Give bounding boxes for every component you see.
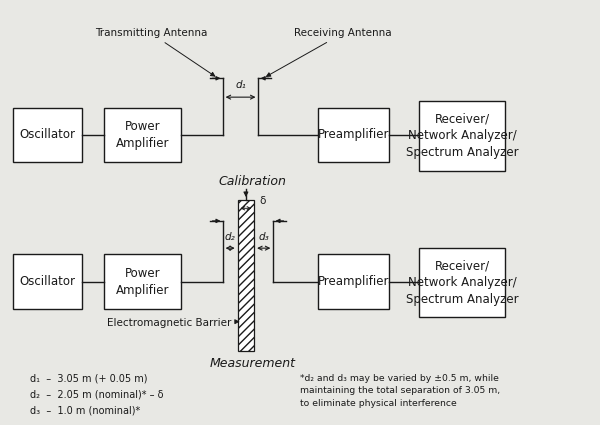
Text: Measurement: Measurement (209, 357, 295, 370)
Text: Electromagnetic Barrier: Electromagnetic Barrier (107, 318, 239, 328)
Bar (13, 255, 82, 309)
Text: Calibration: Calibration (218, 175, 286, 188)
Text: Power
Amplifier: Power Amplifier (116, 267, 169, 297)
Text: Receiver/
Network Analyzer/
Spectrum Analyzer: Receiver/ Network Analyzer/ Spectrum Ana… (406, 259, 518, 306)
Text: Transmitting Antenna: Transmitting Antenna (95, 28, 215, 76)
Text: Receiving Antenna: Receiving Antenna (266, 28, 392, 76)
Text: d₃: d₃ (259, 232, 269, 242)
Text: δ: δ (259, 196, 265, 206)
Bar (238, 200, 254, 351)
Text: d₂  –  2.05 m (nominal)* – δ: d₂ – 2.05 m (nominal)* – δ (29, 390, 163, 400)
Text: Preamplifier: Preamplifier (318, 275, 389, 288)
Text: Oscillator: Oscillator (20, 275, 76, 288)
Text: Preamplifier: Preamplifier (318, 128, 389, 142)
Bar (318, 255, 389, 309)
Text: d₃  –  1.0 m (nominal)*: d₃ – 1.0 m (nominal)* (29, 406, 140, 416)
Bar (318, 108, 389, 162)
Bar (419, 248, 505, 317)
Text: d₂: d₂ (225, 232, 236, 242)
Text: d₁: d₁ (235, 79, 246, 90)
Text: Power
Amplifier: Power Amplifier (116, 120, 169, 150)
Text: Receiver/
Network Analyzer/
Spectrum Analyzer: Receiver/ Network Analyzer/ Spectrum Ana… (406, 113, 518, 159)
Bar (419, 101, 505, 170)
Text: d₁  –  3.05 m (+ 0.05 m): d₁ – 3.05 m (+ 0.05 m) (29, 374, 147, 384)
Text: Oscillator: Oscillator (20, 128, 76, 142)
Text: *d₂ and d₃ may be varied by ±0.5 m, while
maintaining the total separation of 3.: *d₂ and d₃ may be varied by ±0.5 m, whil… (300, 374, 500, 408)
Bar (13, 108, 82, 162)
Bar (104, 255, 181, 309)
Bar (104, 108, 181, 162)
